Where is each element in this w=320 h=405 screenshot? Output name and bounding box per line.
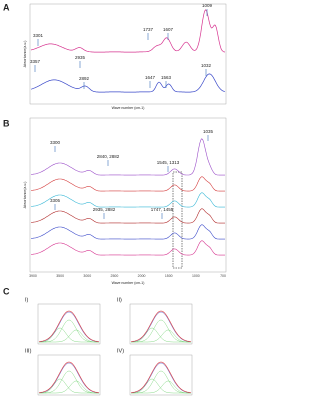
peak-annotation: 2892 (79, 76, 90, 81)
y-axis-title: Absorbance(a.u.) (23, 182, 27, 209)
panel-label: C (3, 286, 10, 296)
x-tick-label: 2500 (111, 274, 119, 278)
fit-curve (38, 311, 100, 342)
spectrum-curve (30, 176, 225, 192)
figure: A Absorbance(a.u.) Wave number (cm-1) B … (3, 2, 227, 396)
spectrum-curve (30, 240, 225, 256)
fit-curve (130, 327, 191, 343)
peak-annotation: 2935, 2882 (93, 207, 116, 212)
peak-annotation: 1747, 1455 (151, 207, 174, 212)
fit-curve (39, 370, 99, 394)
subpanel-label: IV) (117, 348, 124, 354)
spectrum-curve (30, 9, 226, 53)
fit-curve (130, 378, 191, 394)
fit-curve (131, 319, 191, 343)
fit-curve (38, 362, 100, 393)
peak-annotation: 3357 (30, 59, 41, 64)
peak-annotation: 2935 (75, 55, 86, 60)
peak-annotation: 1737 (143, 27, 154, 32)
x-tick-label: 3500 (56, 274, 64, 278)
panel-label: B (3, 118, 10, 128)
fit-curve (130, 310, 192, 342)
subplot-frame (129, 354, 193, 396)
x-axis-title: Wave number (cm-1) (112, 281, 145, 285)
fit-curve (38, 378, 99, 394)
y-axis-title: Absorbance(a.u.) (23, 41, 27, 68)
plot-frame (29, 3, 227, 105)
x-tick-label: 3000 (83, 274, 91, 278)
plot-frame (29, 117, 227, 273)
peak-annotation: 2840, 2882 (97, 154, 120, 159)
peak-annotation: 3300 (50, 140, 61, 145)
fit-curve (38, 361, 100, 393)
x-tick-label: 700 (220, 274, 226, 278)
fit-curve (39, 319, 99, 343)
peak-annotation: 1545, 1313 (157, 160, 180, 165)
subpanel-label: I) (25, 297, 29, 303)
spectrum-curve (30, 138, 225, 176)
fit-curve (39, 329, 99, 343)
peak-annotation: 3305 (50, 198, 61, 203)
peak-annotation: 1607 (163, 27, 174, 32)
subplot-frame (37, 303, 101, 345)
x-axis-title: Wave number (cm-1) (112, 106, 145, 110)
spectrum-curve (30, 192, 225, 208)
x-tick-label: 1000 (192, 274, 200, 278)
x-tick-label: 3900 (29, 274, 37, 278)
subpanel-label: III) (25, 348, 32, 354)
spectrum-curve (30, 208, 225, 224)
subplot-frame (129, 303, 193, 345)
peak-annotation: 1032 (201, 63, 212, 68)
x-tick-label: 2000 (138, 274, 146, 278)
subpanel-label: II) (117, 297, 122, 303)
peak-annotation: 1647 (145, 75, 156, 80)
fit-curve (130, 361, 192, 393)
peak-annotation: 3301 (33, 33, 44, 38)
fit-curve (130, 362, 192, 393)
x-tick-label: 1500 (165, 274, 173, 278)
spectrum-curve (30, 73, 226, 93)
spectrum-curve (30, 224, 225, 240)
fit-curve (131, 370, 191, 394)
fit-curve (38, 327, 99, 343)
peak-annotation: 1563 (161, 75, 172, 80)
fit-curve (130, 311, 192, 342)
fit-curve (131, 329, 191, 343)
fit-curve (38, 310, 100, 342)
panel-label: A (3, 2, 10, 12)
fit-curve (131, 380, 191, 394)
peak-annotation: 1009 (202, 3, 213, 8)
peak-annotation: 1035 (203, 129, 214, 134)
subplot-frame (37, 354, 101, 396)
fit-curve (39, 380, 99, 394)
